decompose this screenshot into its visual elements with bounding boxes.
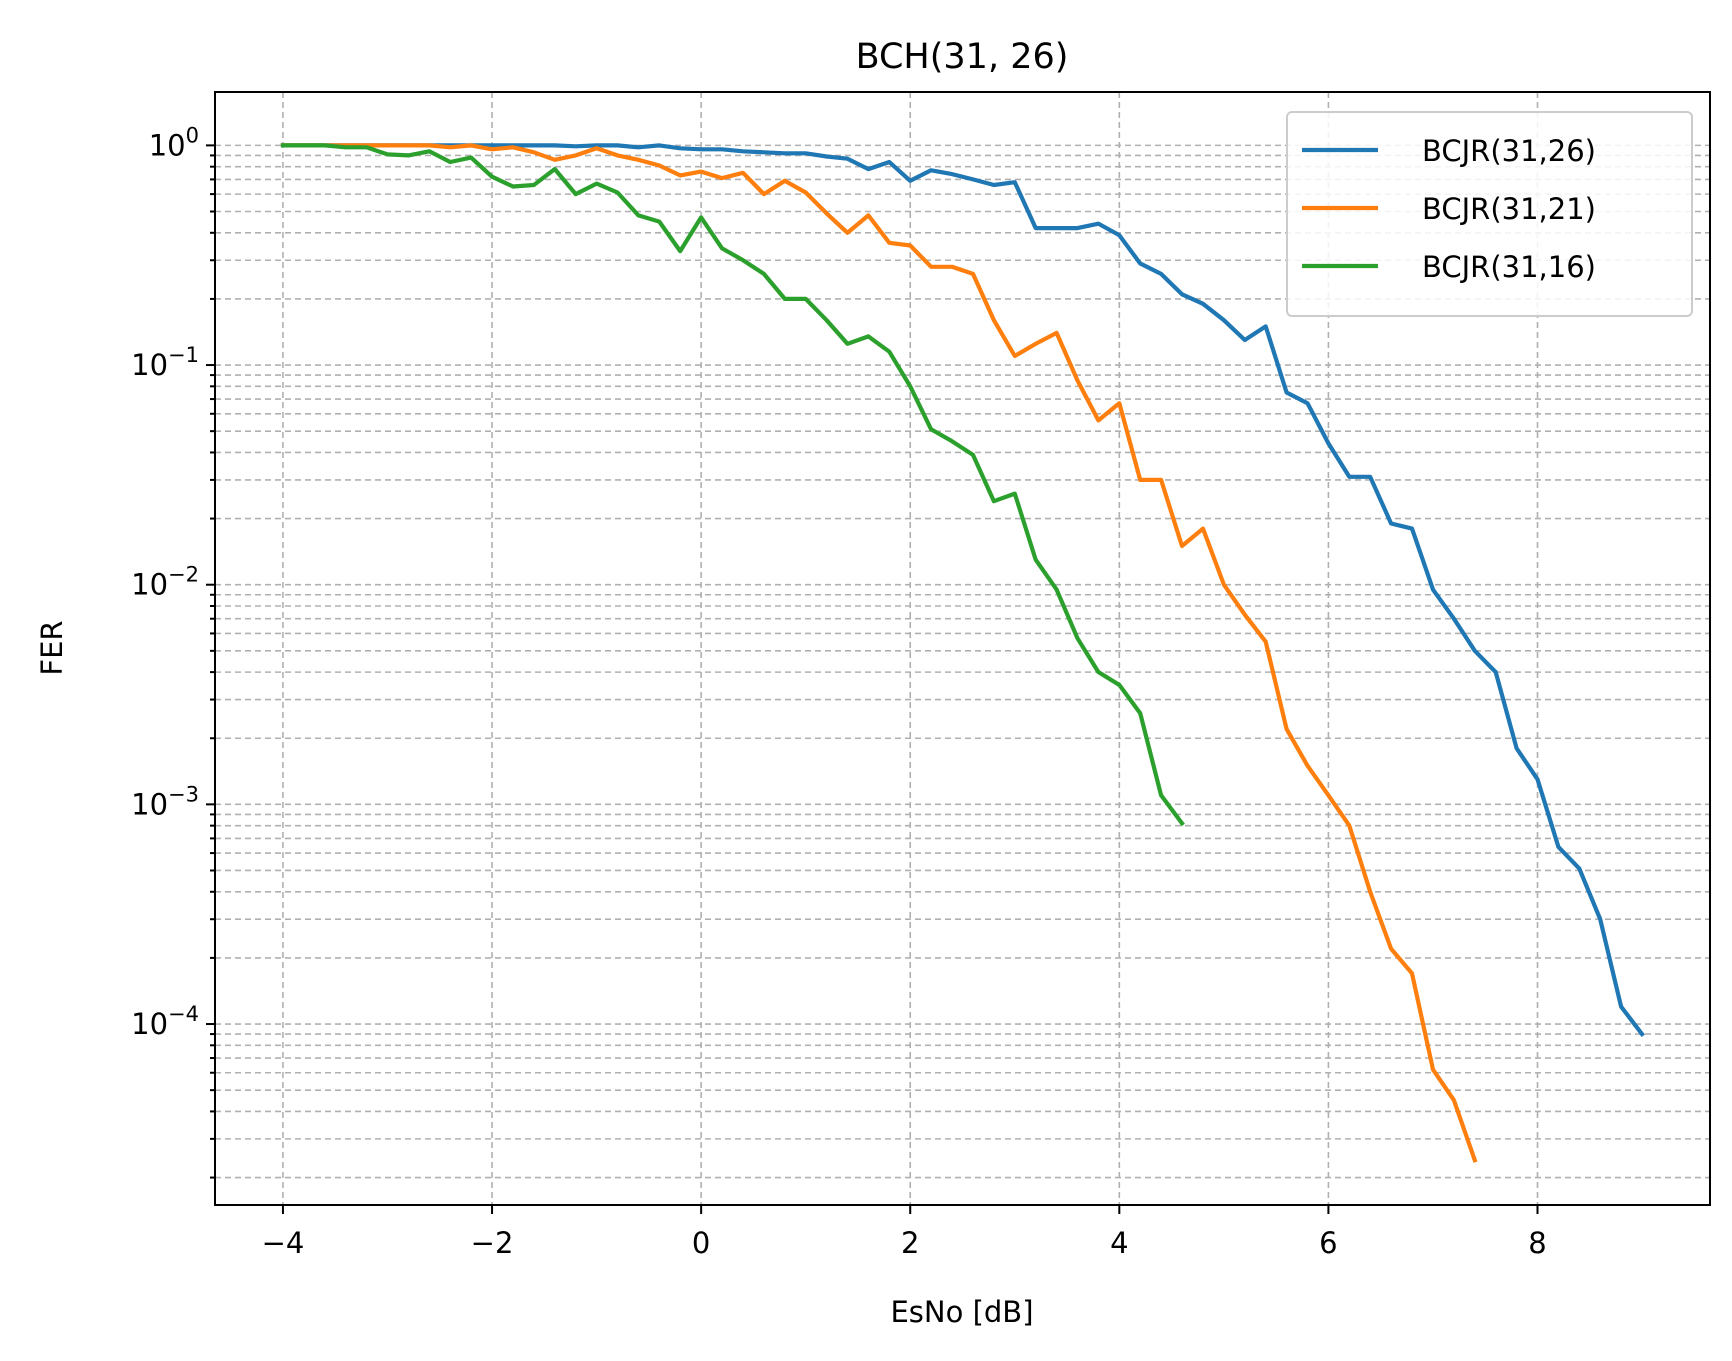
- y-tick-label: 10−4: [131, 1002, 199, 1041]
- legend-label: BCJR(31,16): [1422, 250, 1596, 284]
- x-tick-label: −4: [262, 1226, 305, 1260]
- y-tick-label: 10−1: [131, 343, 199, 382]
- x-tick-label: 2: [901, 1226, 919, 1260]
- y-axis-label: FER: [35, 620, 69, 675]
- series-line-3: [280, 143, 1185, 827]
- x-tick-label: 8: [1528, 1226, 1546, 1260]
- legend: BCJR(31,26) BCJR(31,21) BCJR(31,16): [1286, 111, 1693, 317]
- x-tick-label: −2: [471, 1226, 514, 1260]
- y-tick-label: 10−3: [131, 782, 199, 821]
- series-line-2: [280, 143, 1478, 1163]
- series-line-1: [280, 143, 1645, 1038]
- x-axis-label: EsNo [dB]: [890, 1295, 1033, 1329]
- legend-frame: [1286, 111, 1693, 317]
- y-axis-ticks: 100 10−1 10−2 10−3 10−4: [131, 123, 215, 1179]
- x-axis-ticks: −4 −2 0 2 4 6 8: [262, 1205, 1547, 1260]
- x-tick-label: 6: [1319, 1226, 1337, 1260]
- chart-title: BCH(31, 26): [856, 37, 1069, 77]
- y-tick-label: 10−2: [131, 563, 199, 602]
- x-tick-label: 4: [1110, 1226, 1128, 1260]
- series-lines: [280, 143, 1645, 1163]
- legend-label: BCJR(31,26): [1422, 134, 1596, 168]
- x-tick-label: 0: [692, 1226, 710, 1260]
- legend-label: BCJR(31,21): [1422, 192, 1596, 226]
- y-tick-label: 100: [149, 123, 199, 162]
- plot-area-frame: [214, 91, 1711, 1206]
